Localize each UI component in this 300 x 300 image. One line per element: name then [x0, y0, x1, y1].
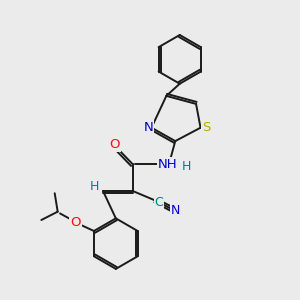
Text: NH: NH: [158, 158, 178, 171]
Text: S: S: [202, 121, 210, 134]
Text: N: N: [171, 204, 180, 217]
Text: C: C: [154, 196, 163, 208]
Text: O: O: [109, 138, 120, 151]
Text: O: O: [70, 216, 81, 229]
Text: N: N: [144, 121, 153, 134]
Text: H: H: [90, 180, 99, 193]
Text: H: H: [182, 160, 191, 173]
